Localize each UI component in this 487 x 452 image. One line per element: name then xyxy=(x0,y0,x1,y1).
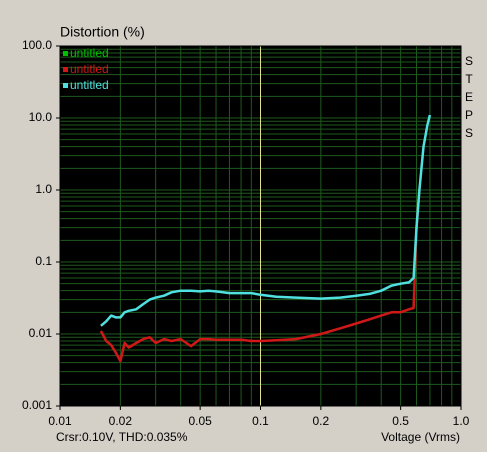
side-label: STEPS xyxy=(462,54,476,144)
x-tick-label: 0.5 xyxy=(392,414,409,428)
legend-label: untitled xyxy=(70,62,109,76)
legend-swatch xyxy=(63,67,68,72)
legend-label: untitled xyxy=(70,78,109,92)
plot-border xyxy=(59,45,462,407)
x-tick-label: 0.05 xyxy=(188,414,212,428)
x-tick-label: 1.0 xyxy=(453,414,470,428)
y-tick-label: 0.1 xyxy=(35,254,52,268)
y-tick-label: 0.001 xyxy=(22,398,52,412)
series-line xyxy=(99,189,421,363)
chart-title: Distortion (%) xyxy=(60,24,145,40)
y-tick-label: 10.0 xyxy=(29,110,53,124)
legend-label: untitled xyxy=(70,46,109,60)
legend-swatch xyxy=(63,83,68,88)
x-tick-label: 0.1 xyxy=(252,414,269,428)
x-tick-label: 0.01 xyxy=(48,414,72,428)
legend-swatch xyxy=(63,51,68,56)
y-tick-label: 100.0 xyxy=(22,38,52,52)
y-tick-label: 0.01 xyxy=(29,326,53,340)
x-tick-label: 0.02 xyxy=(109,414,133,428)
x-tick-label: 0.2 xyxy=(313,414,330,428)
y-tick-label: 1.0 xyxy=(35,182,52,196)
x-axis-label: Voltage (Vrms) xyxy=(381,430,460,444)
status-text: Crsr:0.10V, THD:0.035% xyxy=(56,430,188,444)
series-line xyxy=(100,114,432,327)
